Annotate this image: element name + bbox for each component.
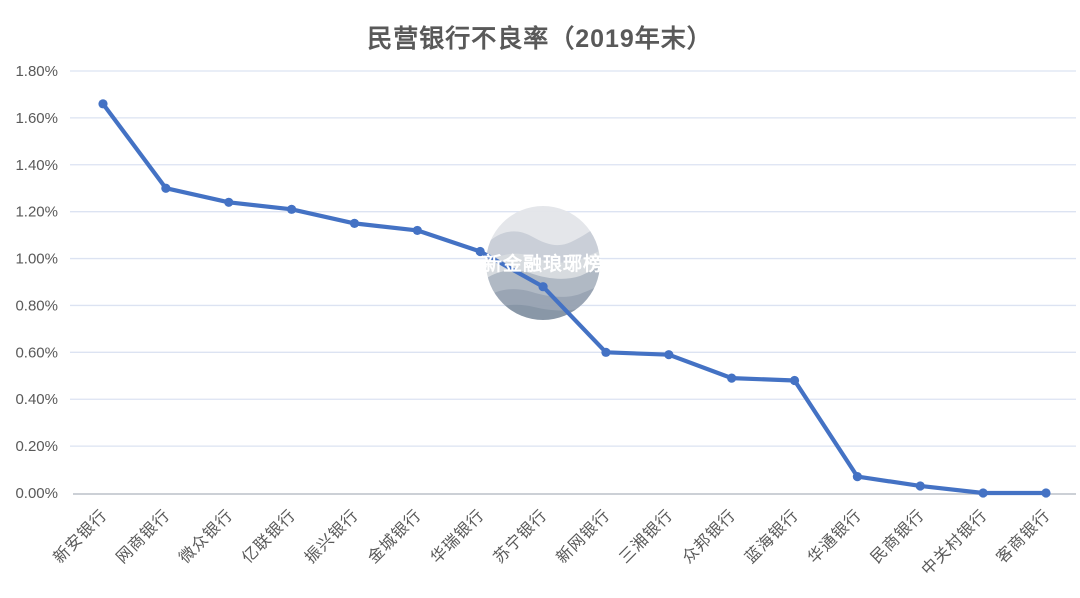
x-label-客商银行: 客商银行 (993, 506, 1054, 567)
data-point-众邦银行 (727, 373, 737, 383)
data-point-华通银行 (852, 471, 863, 482)
data-point-微众银行 (224, 197, 234, 207)
x-label-众邦银行: 众邦银行 (679, 506, 740, 567)
x-label-新安银行: 新安银行 (50, 506, 111, 567)
chart-title: 民营银行不良率（2019年末） (367, 25, 713, 53)
y-tick-label: 1.60% (15, 110, 58, 127)
y-tick-label: 0.60% (15, 344, 58, 361)
data-point-亿联银行 (287, 204, 297, 214)
data-point-新网银行 (601, 347, 611, 357)
data-point-苏宁银行 (538, 282, 548, 292)
x-label-振兴银行: 振兴银行 (301, 506, 362, 567)
y-tick-label: 1.20% (15, 204, 58, 221)
y-tick-label: 0.80% (15, 297, 58, 314)
x-label-网商银行: 网商银行 (113, 506, 174, 567)
x-label-民商银行: 民商银行 (867, 506, 928, 567)
data-point-振兴银行 (349, 218, 360, 228)
data-point-华瑞银行 (475, 246, 485, 257)
x-label-苏宁银行: 苏宁银行 (490, 506, 551, 567)
watermark-text: 新金融琅琊榜 (483, 252, 603, 275)
x-label-新网银行: 新网银行 (553, 506, 614, 567)
data-point-客商银行 (1041, 488, 1051, 498)
y-tick-label: 1.80% (15, 63, 58, 80)
x-label-三湘银行: 三湘银行 (616, 506, 677, 567)
x-label-华瑞银行: 华瑞银行 (427, 506, 488, 567)
x-label-金城银行: 金城银行 (364, 506, 425, 567)
data-point-新安银行 (98, 99, 108, 109)
series-line (100, 101, 1049, 496)
y-tick-label: 1.00% (15, 251, 58, 268)
x-label-微众银行: 微众银行 (176, 506, 237, 567)
x-label-中关村银行: 中关村银行 (918, 506, 991, 579)
data-point-蓝海银行 (789, 375, 800, 386)
x-label-华通银行: 华通银行 (804, 506, 865, 567)
x-label-亿联银行: 亿联银行 (239, 506, 300, 567)
y-tick-label: 0.20% (15, 438, 58, 455)
data-point-网商银行 (161, 183, 171, 193)
y-tick-label: 1.40% (15, 157, 58, 174)
y-tick-label: 0.40% (15, 391, 58, 408)
data-point-金城银行 (412, 225, 422, 236)
data-point-三湘银行 (664, 350, 674, 360)
data-point-中关村银行 (978, 488, 988, 498)
x-label-蓝海银行: 蓝海银行 (742, 506, 803, 567)
data-point-民商银行 (915, 481, 925, 491)
y-tick-label: 0.00% (15, 485, 58, 502)
